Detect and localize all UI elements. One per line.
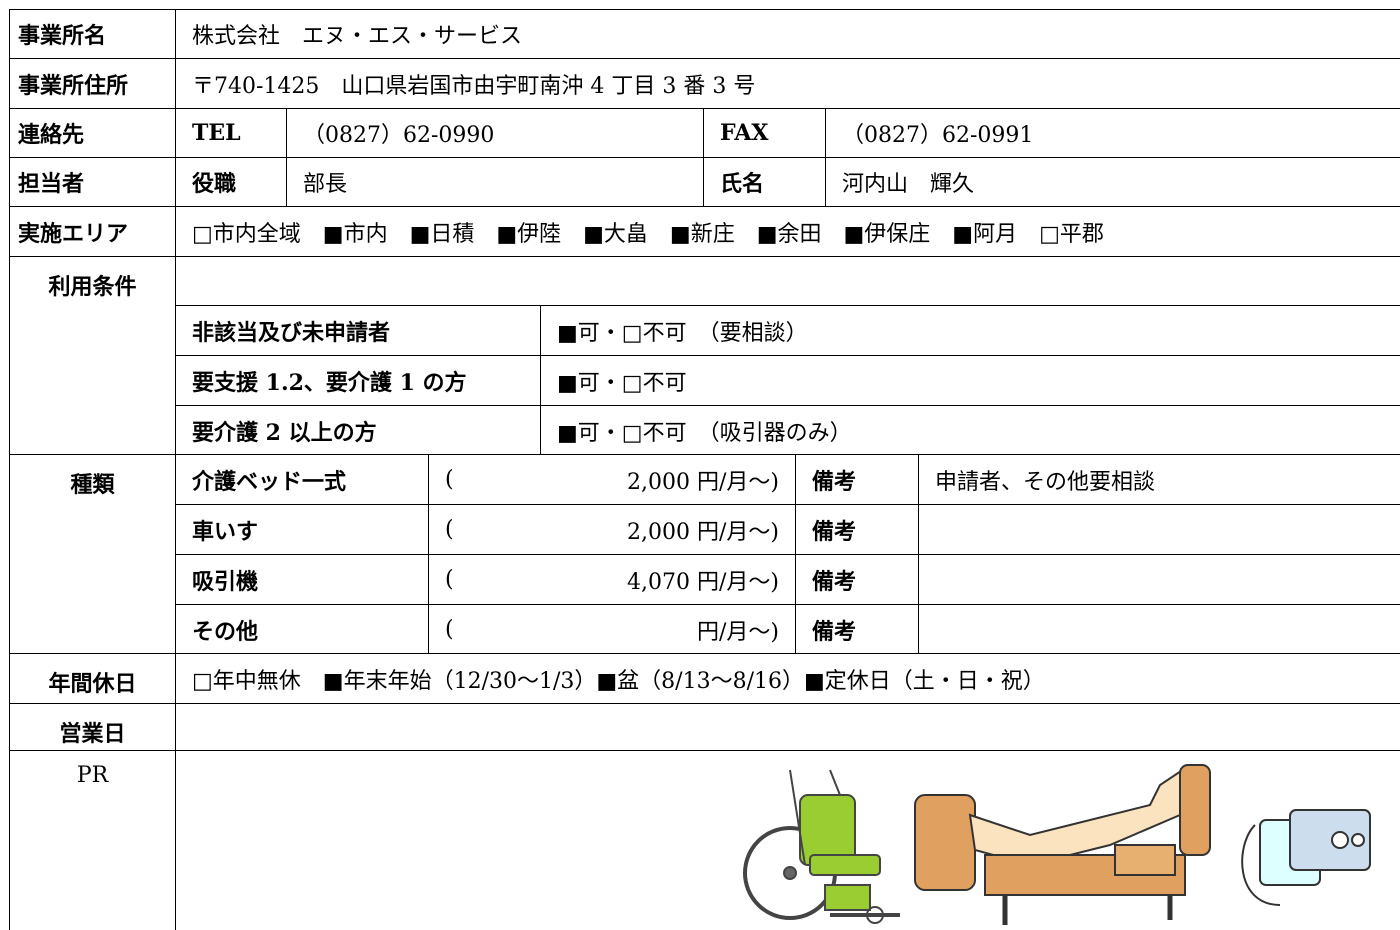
field-label: FAX bbox=[703, 108, 825, 157]
note-value bbox=[918, 604, 1400, 654]
row-label: 実施エリア bbox=[9, 206, 175, 256]
price-value: 2,000 円/月～) bbox=[627, 519, 779, 545]
item-price: (2,000 円/月～) bbox=[428, 504, 795, 554]
bed-illustration bbox=[914, 763, 1211, 925]
field-label: 氏名 bbox=[703, 157, 825, 206]
section-label: 利用条件 bbox=[9, 256, 175, 454]
price-open: ( bbox=[445, 467, 454, 492]
condition-label: 要介護 2 以上の方 bbox=[175, 405, 540, 455]
condition-label: 要支援 1.2、要介護 1 の方 bbox=[175, 355, 540, 405]
row-label: PR bbox=[9, 750, 175, 930]
field-label: 役職 bbox=[175, 157, 286, 206]
wheelchair-illustration bbox=[743, 769, 900, 924]
row-value: 株式会社 エヌ・エス・サービス bbox=[175, 9, 1400, 58]
row-label: 営業日 bbox=[9, 703, 175, 750]
row-value: 〒740-1425 山口県岩国市由宇町南沖 4 丁目 3 番 3 号 bbox=[175, 58, 1400, 108]
spacer bbox=[0, 0, 16, 1]
item-price: (4,070 円/月～) bbox=[428, 554, 795, 604]
item-price: (2,000 円/月～) bbox=[428, 454, 795, 504]
row-value: □年中無休 ■年末年始（12/30～1/3）■盆（8/13～8/16）■定休日（… bbox=[175, 653, 1400, 703]
row-label: 事業所住所 bbox=[9, 58, 175, 108]
section-label: 種類 bbox=[9, 454, 175, 653]
row-label: 連絡先 bbox=[9, 108, 175, 157]
note-label: 備考 bbox=[795, 554, 918, 604]
note-value bbox=[918, 554, 1400, 604]
illustrations bbox=[743, 763, 1371, 925]
price-open: ( bbox=[445, 517, 454, 542]
suction-illustration bbox=[1241, 809, 1371, 906]
item-name: 吸引機 bbox=[175, 554, 428, 604]
field-label: TEL bbox=[175, 108, 286, 157]
field-value: （0827）62-0991 bbox=[825, 108, 1400, 157]
row-label: 年間休日 bbox=[9, 653, 175, 703]
row-value: □市内全域 ■市内 ■日積 ■伊陸 ■大畠 ■新庄 ■余田 ■伊保庄 ■阿月 □… bbox=[175, 206, 1400, 256]
condition-label: 非該当及び未申請者 bbox=[175, 305, 540, 355]
pr-area bbox=[175, 750, 1400, 930]
note-label: 備考 bbox=[795, 604, 918, 654]
note-label: 備考 bbox=[795, 504, 918, 554]
blank-cell bbox=[175, 703, 1400, 750]
blank-cell bbox=[175, 256, 1400, 305]
field-value: 河内山 輝久 bbox=[825, 157, 1400, 206]
note-value: 申請者、その他要相談 bbox=[918, 454, 1400, 504]
field-value: （0827）62-0990 bbox=[286, 108, 703, 157]
price-open: ( bbox=[445, 617, 454, 642]
condition-value: ■可・□不可 bbox=[540, 355, 1400, 405]
item-name: その他 bbox=[175, 604, 428, 654]
item-name: 介護ベッド一式 bbox=[175, 454, 428, 504]
price-value: 4,070 円/月～) bbox=[627, 569, 779, 595]
note-label: 備考 bbox=[795, 454, 918, 504]
price-value: 2,000 円/月～) bbox=[627, 469, 779, 495]
condition-value: ■可・□不可 （要相談） bbox=[540, 305, 1400, 355]
price-open: ( bbox=[445, 567, 454, 592]
note-value bbox=[918, 504, 1400, 554]
row-label: 担当者 bbox=[9, 157, 175, 206]
item-name: 車いす bbox=[175, 504, 428, 554]
condition-value: ■可・□不可 （吸引器のみ） bbox=[540, 405, 1400, 455]
price-value: 円/月～) bbox=[697, 619, 779, 645]
table-top-border bbox=[9, 9, 1400, 10]
field-value: 部長 bbox=[286, 157, 703, 206]
row-label: 事業所名 bbox=[9, 9, 175, 58]
item-price: ( 円/月～) bbox=[428, 604, 795, 654]
